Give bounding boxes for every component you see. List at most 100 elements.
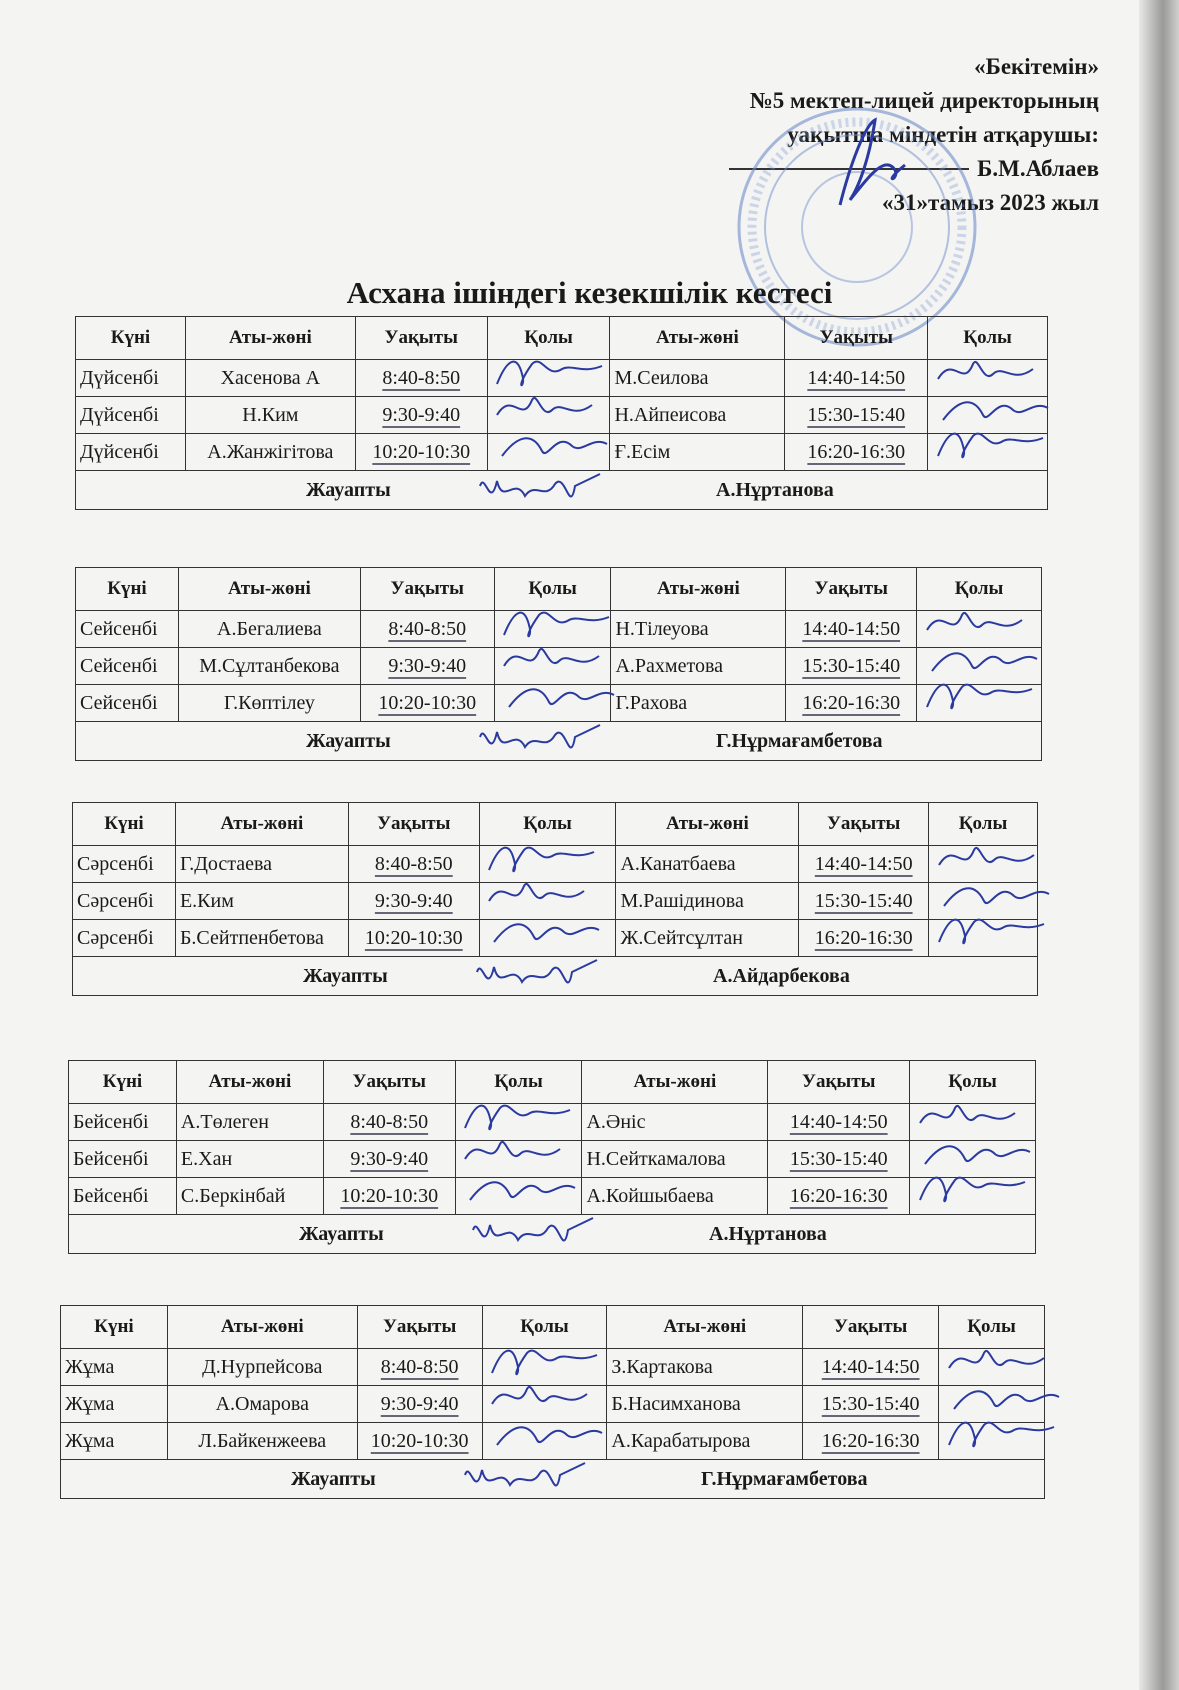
name-cell: М.Сеилова [609, 359, 786, 397]
responsible-row: Жауапты Г.Нұрмағамбетова [75, 721, 1042, 761]
time-value: 15:30-15:40 [802, 654, 901, 677]
day-cell: Сәрсенбі [72, 845, 176, 883]
time-cell: 8:40-8:50 [356, 1348, 483, 1386]
name-cell: Ж.Сейтсұлтан [615, 919, 800, 957]
responsible-name: Г.Нұрмағамбетова [701, 1468, 868, 1490]
name-cell: Д.Нурпейсова [166, 1348, 358, 1386]
approval-heading: «Бекітемін» [974, 54, 1099, 79]
table-row: Бейсенбі А.Төлеген 8:40-8:50 А.Әніс 14:40-14… [68, 1103, 1036, 1141]
table-row: Сейсенбі М.Сұлтанбекова 9:30-9:40 А.Рахмето… [75, 647, 1042, 685]
time-cell: 9:30-9:40 [356, 1385, 483, 1423]
responsible-row: Жауапты А.Нұртанова [75, 470, 1048, 510]
signature-cell [493, 647, 612, 685]
day-cell: Сәрсенбі [72, 919, 176, 957]
time-cell: 14:40-14:50 [798, 845, 930, 883]
responsible-row: Жауапты А.Нұртанова [68, 1214, 1036, 1254]
approval-block: «Бекітемін» №5 мектеп-лицей директорының… [729, 50, 1099, 220]
header-row: Күні Аты-жөні Уақыты Қолы Аты-жөні Уақыты Қолы [60, 1305, 1045, 1349]
name-cell: М.Сұлтанбекова [177, 647, 361, 685]
column-header: Қолы [481, 1305, 608, 1349]
time-value: 15:30-15:40 [821, 1392, 920, 1415]
name-cell: Л.Байкенжеева [166, 1422, 358, 1460]
signature-cell [927, 359, 1048, 397]
table-row: Сейсенбі А.Бегалиева 8:40-8:50 Н.Тілеуова 14… [75, 610, 1042, 648]
column-header: Аты-жөні [609, 316, 786, 360]
time-cell: 16:20-16:30 [802, 1422, 940, 1460]
signature-cell [909, 1177, 1036, 1215]
time-cell: 8:40-8:50 [347, 845, 480, 883]
responsible-label: Жауапты [299, 1223, 384, 1245]
name-cell: Н.Айпеисова [609, 396, 786, 434]
column-header: Аты-жөні [175, 1060, 324, 1104]
day-cell: Жұма [60, 1348, 168, 1386]
responsible-name: Г.Нұрмағамбетова [716, 730, 883, 752]
column-header: Аты-жөні [581, 1060, 769, 1104]
column-header: Күні [75, 567, 179, 611]
day-cell: Дүйсенбі [75, 396, 186, 434]
time-cell: 14:40-14:50 [784, 359, 929, 397]
time-cell: 16:20-16:30 [785, 684, 918, 722]
duty-table-day-2: Күні Аты-жөні Уақыты Қолы Аты-жөні Уақыты Қолы… [75, 567, 1042, 761]
signature-cell [916, 610, 1042, 648]
responsible-row: Жауапты Г.Нұрмағамбетова [60, 1459, 1045, 1499]
responsible-name: А.Нұртанова [709, 1223, 827, 1245]
responsible-cell: Жауапты А.Нұртанова [68, 1214, 1036, 1254]
day-cell: Сәрсенбі [72, 882, 176, 920]
time-cell: 15:30-15:40 [798, 882, 930, 920]
time-cell: 9:30-9:40 [322, 1140, 456, 1178]
time-value: 8:40-8:50 [388, 617, 467, 640]
time-value: 9:30-9:40 [382, 403, 461, 426]
approval-position: №5 мектеп-лицей директорының [749, 88, 1099, 113]
time-cell: 8:40-8:50 [359, 610, 495, 648]
day-cell: Жұма [60, 1385, 168, 1423]
time-value: 10:20-10:30 [378, 691, 477, 714]
table-row: Сәрсенбі Б.Сейтпенбетова 10:20-10:30 Ж.Сейт… [72, 919, 1038, 957]
time-cell: 10:20-10:30 [354, 433, 488, 471]
time-value: 10:20-10:30 [340, 1184, 439, 1207]
time-value: 16:20-16:30 [821, 1429, 920, 1452]
name-cell: А.Әніс [581, 1103, 769, 1141]
time-value: 8:40-8:50 [350, 1110, 429, 1133]
column-header: Уақыты [802, 1305, 940, 1349]
school-stamp [737, 107, 977, 347]
name-cell: А.Төлеген [175, 1103, 324, 1141]
time-value: 14:40-14:50 [821, 1355, 920, 1378]
signature-cell [454, 1140, 583, 1178]
signature-cell [927, 433, 1048, 471]
column-header: Аты-жөні [610, 567, 787, 611]
column-header: Қолы [927, 316, 1048, 360]
duty-table-day-3: Күні Аты-жөні Уақыты Қолы Аты-жөні Уақыты Қолы… [72, 802, 1038, 996]
column-header: Күні [72, 802, 176, 846]
time-value: 16:20-16:30 [789, 1184, 888, 1207]
signature-cell [916, 647, 1042, 685]
signature-cell [478, 882, 617, 920]
day-cell: Жұма [60, 1422, 168, 1460]
time-cell: 9:30-9:40 [359, 647, 495, 685]
column-header: Аты-жөні [184, 316, 356, 360]
day-cell: Сейсенбі [75, 684, 179, 722]
column-header: Аты-жөні [166, 1305, 358, 1349]
name-cell: Е.Хан [175, 1140, 324, 1178]
duty-table-day-1: Күні Аты-жөні Уақыты Қолы Аты-жөні Уақыты Қолы… [75, 316, 1048, 510]
signature-cell [928, 882, 1038, 920]
column-header: Қолы [916, 567, 1042, 611]
column-header: Қолы [493, 567, 612, 611]
responsible-label: Жауапты [306, 479, 391, 501]
day-cell: Сейсенбі [75, 610, 179, 648]
column-header: Уақыты [354, 316, 488, 360]
column-header: Уақыты [359, 567, 495, 611]
signature-cell [454, 1103, 583, 1141]
time-value: 16:20-16:30 [802, 691, 901, 714]
signature-cell [909, 1103, 1036, 1141]
responsible-cell: Жауапты Г.Нұрмағамбетова [75, 721, 1042, 761]
column-header: Қолы [909, 1060, 1036, 1104]
time-cell: 10:20-10:30 [356, 1422, 483, 1460]
header-row: Күні Аты-жөні Уақыты Қолы Аты-жөні Уақыты Қолы [75, 567, 1042, 611]
duty-table-day-4: Күні Аты-жөні Уақыты Қолы Аты-жөні Уақыты Қолы… [68, 1060, 1036, 1254]
column-header: Аты-жөні [177, 567, 361, 611]
responsible-label: Жауапты [306, 730, 391, 752]
column-header: Күні [75, 316, 186, 360]
table-row: Жұма Д.Нурпейсова 8:40-8:50 З.Картакова 14:4… [60, 1348, 1045, 1386]
name-cell: Г.Рахова [610, 684, 787, 722]
responsible-cell: Жауапты Г.Нұрмағамбетова [60, 1459, 1045, 1499]
